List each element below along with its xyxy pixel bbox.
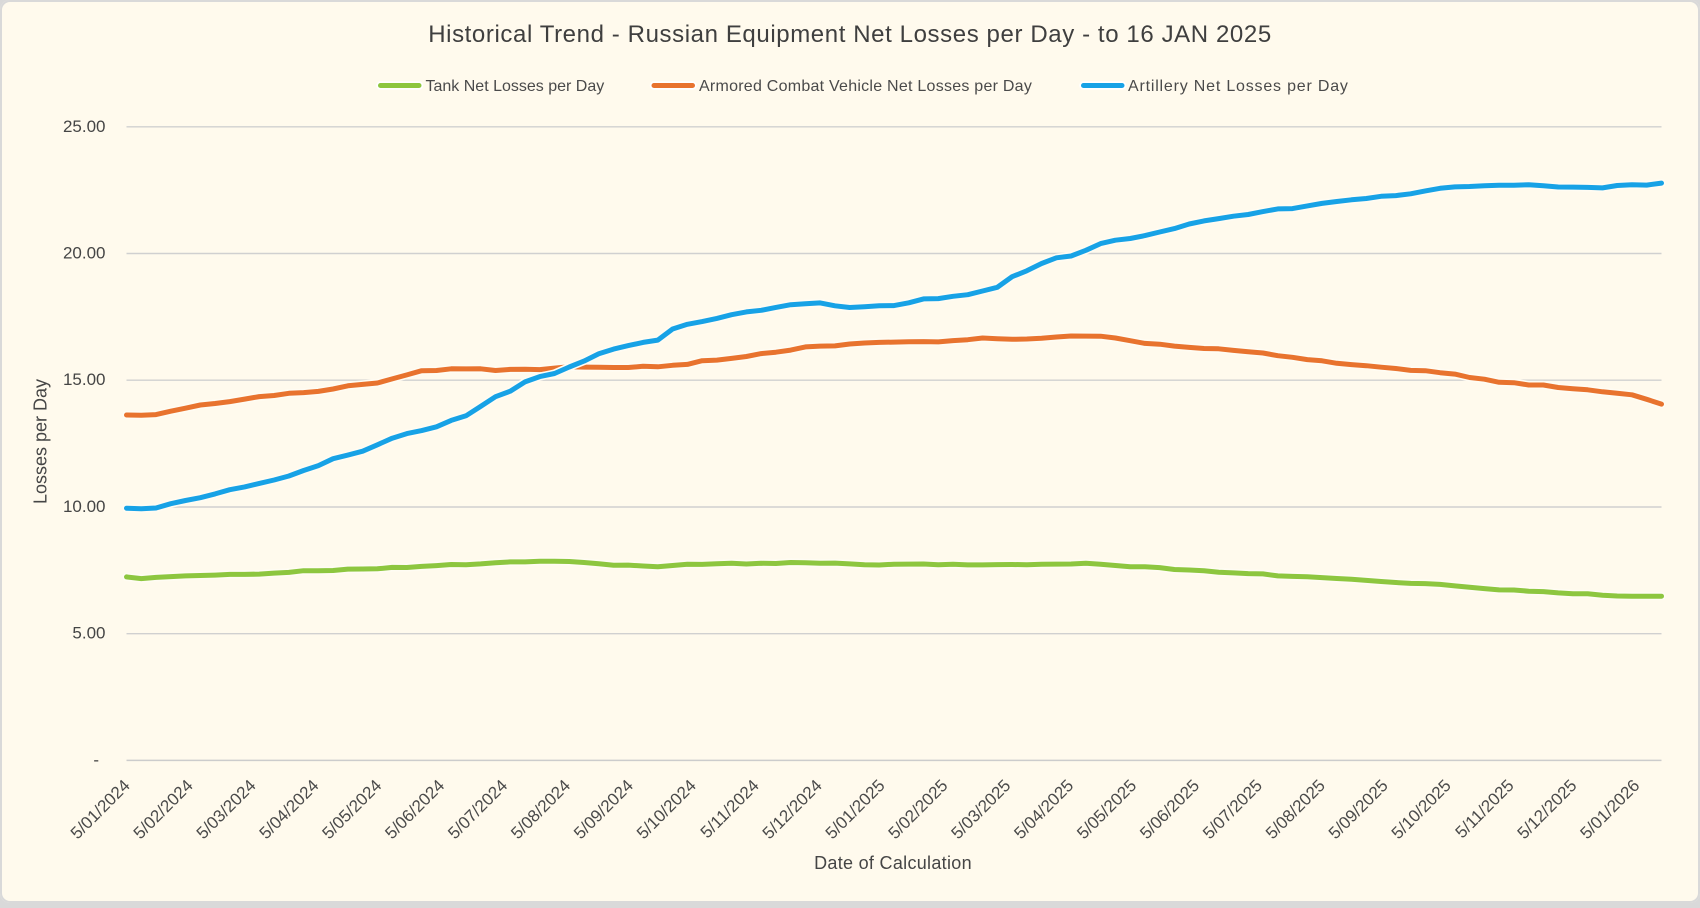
svg-text:10.00: 10.00 bbox=[63, 497, 106, 516]
svg-text:Historical Trend - Russian Equ: Historical Trend - Russian Equipment Net… bbox=[428, 21, 1272, 48]
svg-text:15.00: 15.00 bbox=[63, 370, 106, 389]
svg-text:Tank Net Losses per Day: Tank Net Losses per Day bbox=[426, 78, 605, 95]
svg-text:20.00: 20.00 bbox=[63, 244, 106, 263]
svg-text:Losses per Day: Losses per Day bbox=[31, 379, 51, 504]
svg-text:25.00: 25.00 bbox=[63, 117, 106, 136]
svg-text:Date of Calculation: Date of Calculation bbox=[814, 853, 972, 873]
svg-text:-: - bbox=[93, 750, 99, 769]
svg-text:Artillery Net Losses per Day: Artillery Net Losses per Day bbox=[1128, 78, 1349, 95]
svg-text:5.00: 5.00 bbox=[72, 624, 105, 643]
svg-text:Armored Combat Vehicle Net Los: Armored Combat Vehicle Net Losses per Da… bbox=[699, 78, 1032, 95]
